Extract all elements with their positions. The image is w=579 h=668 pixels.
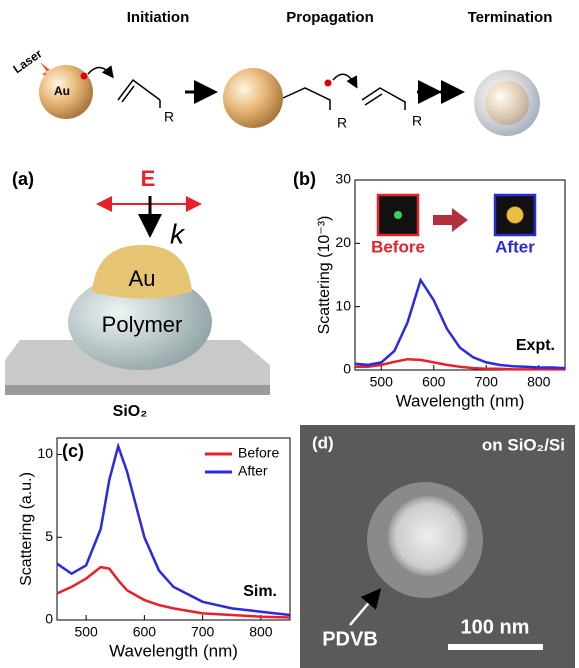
panel-a: (a) E k Au Polymer SiO₂ <box>5 166 270 420</box>
y-tick-label: 10 <box>335 297 351 313</box>
r: R <box>337 115 347 131</box>
legend-label: After <box>238 463 268 479</box>
sio2: SiO₂ <box>113 403 148 420</box>
y-tick-label: 0 <box>45 611 53 627</box>
r: R <box>164 109 174 125</box>
core <box>485 81 529 125</box>
radical <box>81 73 88 80</box>
arrow <box>88 67 112 76</box>
bond <box>118 80 160 100</box>
inset-spot <box>507 207 523 223</box>
bond <box>362 88 405 110</box>
x-tick-label: 800 <box>527 374 551 390</box>
step: Termination <box>468 9 553 26</box>
substrate-label: on SiO₂/Si <box>482 435 565 454</box>
x-tick-label: 600 <box>422 374 446 390</box>
scale-bar <box>448 644 543 650</box>
laser: Laser <box>10 46 45 76</box>
legend-label: Before <box>371 237 425 256</box>
x-tick-label: 600 <box>133 624 157 640</box>
legend-label: After <box>495 237 535 256</box>
bond <box>283 88 330 110</box>
scale-label: 100 nm <box>461 616 530 638</box>
sphere <box>223 68 283 128</box>
y-tick-label: 5 <box>45 528 53 544</box>
figure: Initiation Propagation Termination Laser… <box>0 0 579 668</box>
bond <box>122 86 134 102</box>
annotation: Expt. <box>516 337 555 354</box>
panel-label: (c) <box>62 441 84 461</box>
x-tick-label: 700 <box>475 374 499 390</box>
x-axis-label: Wavelength (nm) <box>396 391 525 410</box>
inset-spot <box>394 211 402 219</box>
inset-arrow <box>433 208 468 232</box>
x-axis-label: Wavelength (nm) <box>109 641 238 660</box>
substrate <box>5 385 270 395</box>
series-line <box>355 280 565 368</box>
y-tick-label: 30 <box>335 171 351 187</box>
r: R <box>412 113 422 129</box>
au: Au <box>129 266 156 291</box>
pdvb: PDVB <box>322 628 378 650</box>
y-tick-label: 0 <box>343 361 351 377</box>
field: E <box>141 166 156 191</box>
scheme: Initiation Propagation Termination Laser… <box>10 9 552 136</box>
x-tick-label: 500 <box>74 624 98 640</box>
y-tick-label: 20 <box>335 234 351 250</box>
radical <box>325 80 332 87</box>
au: Au <box>54 84 70 98</box>
panel-label: (a) <box>12 169 34 189</box>
annotation: Sim. <box>243 583 277 600</box>
step: Propagation <box>286 9 374 26</box>
k: k <box>170 218 186 249</box>
x-tick-label: 800 <box>249 624 273 640</box>
panel-label: (b) <box>293 169 316 189</box>
panel-d: (d) on SiO₂/Si PDVB 100 nm <box>300 425 575 668</box>
x-tick-label: 500 <box>370 374 394 390</box>
legend-label: Before <box>238 445 279 461</box>
x-tick-label: 700 <box>191 624 215 640</box>
panel-label: (d) <box>312 433 334 452</box>
y-tick-label: 10 <box>37 445 53 461</box>
y-axis-label: Scattering (a.u.) <box>18 472 35 586</box>
y-axis-label: Scattering (10⁻³) <box>316 216 333 335</box>
step: Initiation <box>127 9 190 26</box>
core <box>388 496 468 576</box>
arrow <box>333 74 356 86</box>
polymer-label: Polymer <box>102 312 183 337</box>
